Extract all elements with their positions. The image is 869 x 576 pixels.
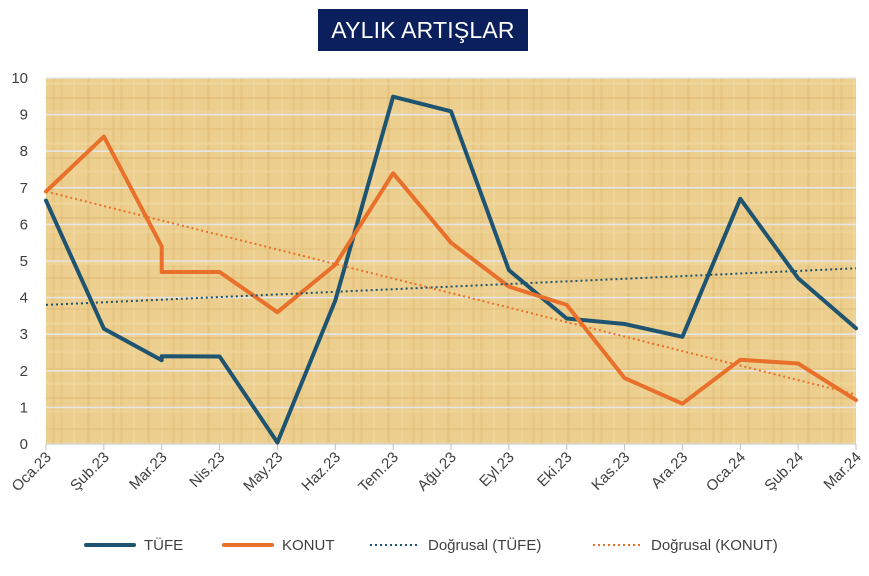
x-tick-label: Eyl.23 (476, 449, 518, 491)
x-tick-label: Şub.23 (67, 449, 113, 495)
x-tick-label: Ağu.23 (414, 449, 460, 495)
legend-label: TÜFE (144, 536, 183, 554)
x-tick-label: Kas.23 (588, 449, 633, 494)
y-tick-label: 8 (20, 143, 28, 160)
y-tick-label: 1 (20, 399, 28, 416)
y-tick-label: 2 (20, 363, 28, 380)
x-tick-label: Mar.24 (820, 449, 864, 493)
x-tick-label: Nis.23 (186, 449, 228, 491)
chart-title: AYLIK ARTIŞLAR (318, 9, 528, 51)
y-tick-label: 5 (20, 253, 28, 270)
x-tick-label: May.23 (240, 449, 286, 495)
legend-label: KONUT (282, 537, 335, 554)
trendline-series-3 (45, 190, 857, 396)
y-tick-label: 7 (20, 180, 28, 197)
y-tick-label: 0 (20, 436, 28, 453)
y-tick-label: 9 (20, 107, 28, 124)
x-tick-label: Oca.24 (703, 449, 749, 495)
x-tick-label: Oca.23 (9, 449, 55, 495)
legend-label: Doğrusal (KONUT) (651, 537, 778, 554)
y-tick-label: 10 (11, 70, 28, 87)
y-tick-label: 3 (20, 326, 28, 343)
line-series-1 (44, 134, 858, 406)
legend-label: Doğrusal (TÜFE) (428, 536, 541, 554)
x-tick-label: Eki.23 (534, 449, 576, 491)
y-tick-label: 6 (20, 216, 28, 233)
line-series-0 (44, 94, 858, 445)
x-tick-label: Tem.23 (355, 449, 402, 496)
x-tick-label: Mar.23 (126, 449, 170, 493)
y-tick-label: 4 (20, 290, 28, 307)
x-tick-label: Şub.24 (761, 449, 807, 495)
trendline-series-2 (45, 267, 857, 306)
x-tick-label: Ara.23 (648, 449, 691, 492)
x-tick-label: Haz.23 (298, 449, 344, 495)
